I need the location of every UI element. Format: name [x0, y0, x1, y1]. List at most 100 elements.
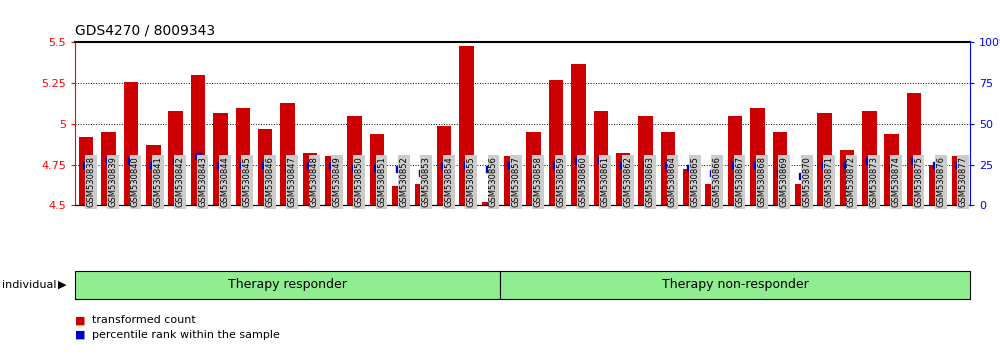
Bar [683, 170, 698, 205]
Text: GSM530854: GSM530854 [444, 156, 453, 207]
Text: GSM530867: GSM530867 [735, 156, 744, 207]
Text: GSM530877: GSM530877 [959, 156, 968, 207]
Text: GSM530848: GSM530848 [310, 156, 319, 207]
Bar [146, 145, 161, 205]
Point [794, 173, 810, 179]
Point [78, 162, 94, 167]
Bar [840, 150, 854, 205]
Point [593, 157, 609, 162]
Text: GSM530839: GSM530839 [109, 156, 118, 207]
Bar [459, 46, 474, 205]
Point [280, 165, 296, 171]
Text: GSM530851: GSM530851 [377, 156, 386, 207]
Bar [213, 113, 228, 205]
Text: GSM530860: GSM530860 [578, 156, 587, 207]
Point [302, 162, 318, 167]
Bar [571, 64, 586, 205]
Text: GSM530840: GSM530840 [131, 156, 140, 207]
Bar [504, 156, 519, 205]
Point [391, 167, 407, 172]
Point [436, 162, 452, 167]
Text: GSM530838: GSM530838 [86, 156, 95, 207]
Text: GSM530856: GSM530856 [489, 156, 498, 207]
Text: GSM530864: GSM530864 [668, 156, 677, 207]
Bar [638, 116, 653, 205]
Text: Therapy responder: Therapy responder [228, 279, 347, 291]
Text: Therapy non-responder: Therapy non-responder [662, 279, 808, 291]
Text: GSM530872: GSM530872 [847, 156, 856, 207]
Bar [437, 126, 451, 205]
Point [369, 165, 385, 171]
Text: GSM530874: GSM530874 [892, 156, 901, 207]
Point [772, 170, 788, 176]
Point [145, 162, 161, 167]
Point [839, 162, 855, 167]
Text: ▶: ▶ [58, 280, 66, 290]
Bar [526, 132, 541, 205]
Point [414, 170, 430, 176]
Point [928, 162, 944, 167]
Text: GSM530857: GSM530857 [511, 156, 520, 207]
Text: GSM530846: GSM530846 [265, 156, 274, 207]
Point [459, 162, 475, 167]
Point [638, 162, 654, 167]
Text: individual: individual [2, 280, 56, 290]
Bar [773, 132, 787, 205]
Text: GSM530850: GSM530850 [355, 156, 364, 207]
Text: GSM530858: GSM530858 [534, 156, 543, 207]
Point [951, 162, 967, 167]
Text: GSM530844: GSM530844 [220, 156, 229, 207]
Text: GSM530845: GSM530845 [243, 156, 252, 207]
Bar [817, 113, 832, 205]
Bar [594, 111, 608, 205]
Point [347, 165, 363, 171]
Text: GSM530868: GSM530868 [757, 156, 766, 207]
FancyBboxPatch shape [75, 271, 500, 299]
Bar [907, 93, 921, 205]
Bar [280, 103, 295, 205]
Bar [482, 202, 496, 205]
Point [212, 162, 228, 167]
Text: GSM530855: GSM530855 [467, 156, 476, 207]
Bar [884, 134, 899, 205]
Text: GSM530859: GSM530859 [556, 156, 565, 207]
Text: GSM530847: GSM530847 [288, 156, 297, 207]
Point [749, 162, 765, 167]
Text: transformed count: transformed count [92, 315, 196, 325]
Bar [392, 186, 407, 205]
Text: GSM530875: GSM530875 [914, 156, 923, 207]
Point [906, 159, 922, 164]
Point [570, 159, 586, 164]
Text: ■: ■ [75, 330, 86, 339]
Bar [862, 111, 877, 205]
Point [481, 167, 497, 172]
Point [190, 154, 206, 159]
Bar [191, 75, 205, 205]
Point [884, 165, 900, 171]
Text: GSM530871: GSM530871 [825, 156, 834, 207]
Bar [325, 156, 340, 205]
Bar [549, 80, 563, 205]
Bar [705, 184, 720, 205]
Bar [124, 81, 138, 205]
Point [660, 162, 676, 167]
Bar [415, 184, 429, 205]
Text: ■: ■ [75, 315, 86, 325]
Point [861, 159, 877, 164]
Bar [347, 116, 362, 205]
Text: GSM530862: GSM530862 [623, 156, 632, 207]
Text: GSM530861: GSM530861 [601, 156, 610, 207]
Bar [79, 137, 93, 205]
Bar [258, 129, 272, 205]
Point [324, 162, 340, 167]
Text: GDS4270 / 8009343: GDS4270 / 8009343 [75, 23, 215, 37]
Text: percentile rank within the sample: percentile rank within the sample [92, 330, 280, 339]
Text: GSM530863: GSM530863 [646, 156, 655, 207]
Bar [303, 153, 317, 205]
Bar [728, 116, 742, 205]
Bar [661, 132, 675, 205]
Bar [795, 184, 809, 205]
Point [548, 162, 564, 167]
Text: GSM530852: GSM530852 [399, 156, 408, 207]
Text: GSM530853: GSM530853 [422, 156, 431, 207]
